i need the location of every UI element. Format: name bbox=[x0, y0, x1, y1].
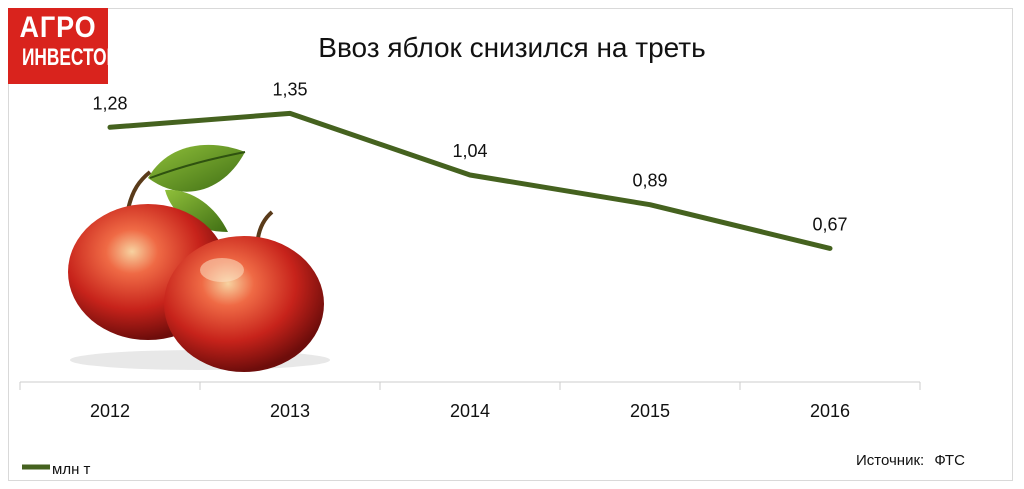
source-value: ФТС bbox=[934, 452, 965, 469]
legend-label: млн т bbox=[52, 461, 91, 478]
agroinvestor-logo: АГРО ИНВЕСТОР bbox=[8, 8, 118, 84]
data-label-2015: 0,89 bbox=[632, 171, 667, 191]
chart-title: Ввоз яблок снизился на треть bbox=[318, 32, 706, 63]
data-label-2016: 0,67 bbox=[812, 214, 847, 234]
x-tick-label-2013: 2013 bbox=[270, 401, 310, 421]
source-note: Источник: ФТС bbox=[856, 452, 971, 469]
data-label-2014: 1,04 bbox=[452, 141, 487, 161]
apples-icon bbox=[68, 144, 330, 372]
data-label-2013: 1,35 bbox=[272, 79, 307, 99]
data-label-2012: 1,28 bbox=[92, 93, 127, 113]
x-tick-label-2012: 2012 bbox=[90, 401, 130, 421]
series-line-mln-t bbox=[107, 110, 833, 251]
logo-line-1: АГРО bbox=[19, 11, 97, 44]
x-tick-label-2015: 2015 bbox=[630, 401, 670, 421]
source-label: Источник: bbox=[856, 452, 925, 469]
x-tick-label-2014: 2014 bbox=[450, 401, 490, 421]
x-tick-label-2016: 2016 bbox=[810, 401, 850, 421]
